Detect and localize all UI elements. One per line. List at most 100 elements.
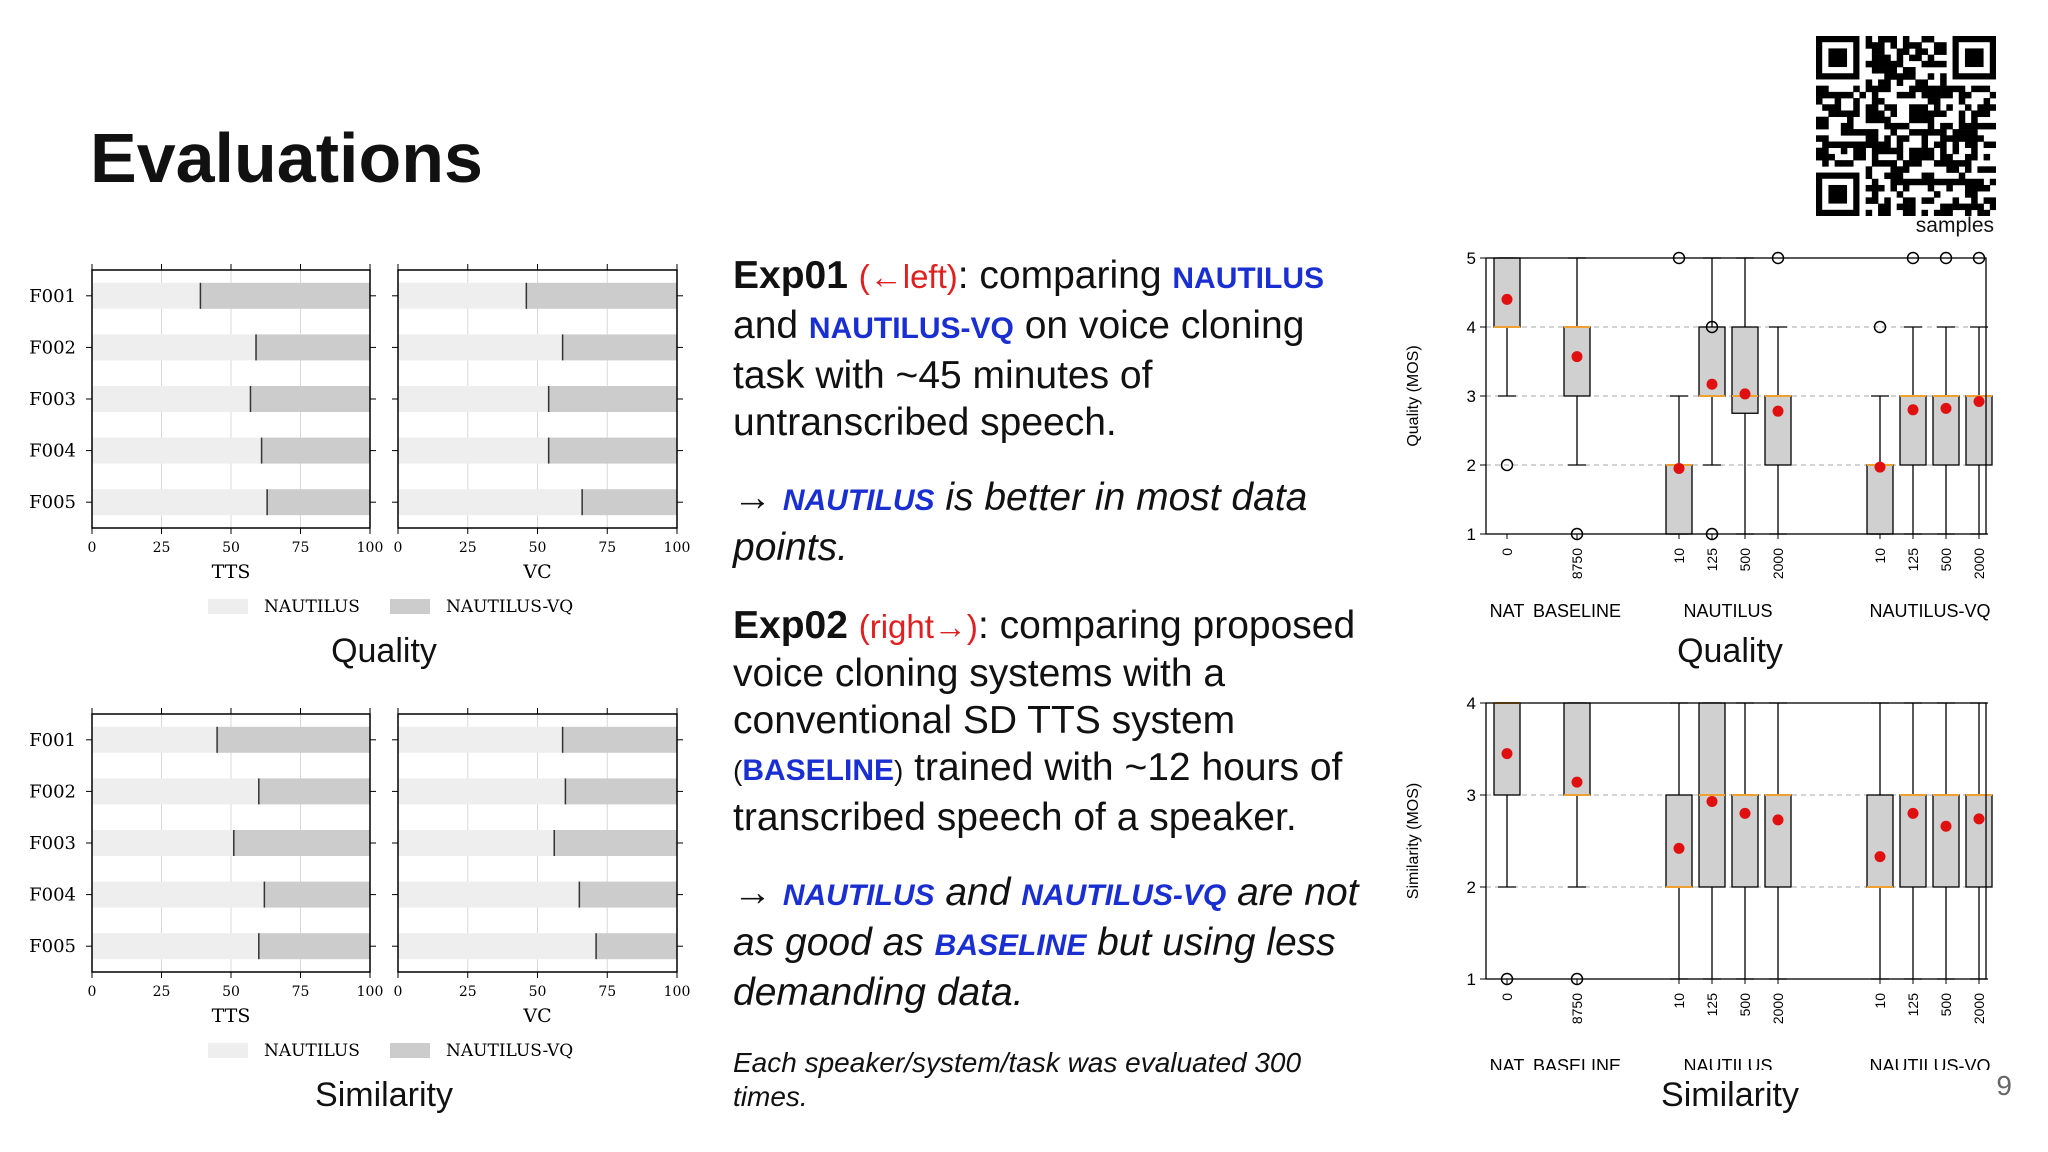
qr-module <box>1896 122 1904 130</box>
box-nautilus-vq-2000 <box>1965 794 1993 888</box>
bar-f001-nautilus-vq <box>217 726 370 753</box>
qr-module <box>1816 85 1823 93</box>
qr-module <box>1884 147 1891 155</box>
qr-module <box>1822 147 1829 155</box>
exp02-keyword-baseline: BASELINE <box>742 754 895 787</box>
mean-point <box>1772 405 1784 417</box>
y-tick-label: 5 <box>1467 249 1476 268</box>
bar-f005-nautilus-vq <box>258 933 370 960</box>
x-tick-label: 500 <box>1938 993 1954 1017</box>
qr-module <box>1921 79 1929 86</box>
qr-module <box>1983 153 1991 161</box>
exp02-heading: Exp02 <box>733 604 848 647</box>
qr-module <box>1865 110 1873 117</box>
qr-module <box>1927 60 1935 68</box>
qr-module <box>1896 54 1904 62</box>
legend-label-nautilus: NAUTILUS <box>264 1041 360 1061</box>
footnote: Each speaker/system/task was evaluated 3… <box>733 1047 1302 1112</box>
bar-f003-nautilus <box>92 830 234 856</box>
bar-f001-nautilus <box>398 282 527 309</box>
legend-swatch-nautilus <box>208 599 248 614</box>
x-tick-label: 500 <box>1938 548 1954 572</box>
bar-f005-nautilus <box>92 933 259 960</box>
exp02-text-5: but using less demanding data. <box>733 921 1336 1014</box>
qr-module <box>1884 36 1891 43</box>
exp02-direction: (right→) <box>858 608 978 645</box>
qr-module <box>1971 122 1978 130</box>
qr-module <box>1896 147 1904 155</box>
qr-module <box>1958 122 1966 130</box>
qr-module <box>1971 135 1978 142</box>
qr-module <box>1878 203 1885 211</box>
qr-module <box>1902 91 1910 99</box>
qr-module <box>1952 135 1960 142</box>
x-tick-label: 0 <box>1499 993 1515 1001</box>
bar-f005-nautilus <box>398 489 583 516</box>
qr-module <box>1946 203 1953 211</box>
qr-module <box>1933 110 1941 117</box>
qr-module <box>1871 110 1879 117</box>
qr-module <box>1958 135 1966 142</box>
mean-point <box>1940 820 1952 832</box>
qr-module <box>1964 191 1972 198</box>
bar-f002-nautilus <box>398 778 566 805</box>
exp01-text-3: on voice cloning task with ~45 minutes o… <box>733 304 1305 444</box>
outlier-point <box>1500 458 1514 472</box>
bar-f004-nautilus-vq <box>579 881 677 908</box>
mean-point <box>1940 402 1952 414</box>
qr-module <box>1828 153 1835 161</box>
qr-module <box>1964 178 1972 186</box>
qr-module <box>1927 91 1935 99</box>
qr-module <box>1971 110 1978 117</box>
qr-module <box>1890 172 1897 180</box>
qr-module <box>1927 172 1935 180</box>
qr-module <box>1884 197 1891 204</box>
qr-module <box>1859 129 1866 136</box>
exp02-text-4: are not as good as <box>733 871 1359 964</box>
outlier-point <box>1873 320 1887 334</box>
qr-module <box>1946 160 1953 167</box>
qr-module <box>1940 209 1947 216</box>
x-tick-label: 75 <box>598 540 616 556</box>
qr-module <box>1834 98 1842 105</box>
qr-module <box>1983 197 1991 204</box>
qr-module <box>1927 36 1935 43</box>
qr-module <box>1890 60 1897 68</box>
x-tick-label: 50 <box>529 540 547 556</box>
qr-module <box>1933 98 1941 105</box>
qr-module <box>1884 79 1891 86</box>
x-tick-label: 0 <box>88 540 97 556</box>
qr-module <box>1822 91 1829 99</box>
qr-module <box>1921 104 1929 111</box>
bar-f003-nautilus-vq <box>233 830 370 856</box>
qr-module <box>1977 104 1984 111</box>
qr-module <box>1878 60 1885 68</box>
qr-module <box>1958 91 1966 99</box>
qr-code[interactable] <box>1816 36 1996 216</box>
bar-f004-nautilus <box>398 881 580 908</box>
quality-mos-boxplot: 1 2 3 4 5 0 8750 10 125 500 2000 10 125 500 2000 Qualit… <box>1405 249 1993 621</box>
qr-module <box>1884 60 1891 68</box>
qr-module <box>1884 160 1891 167</box>
qr-module <box>1822 116 1829 124</box>
qr-module <box>1927 122 1935 130</box>
qr-module <box>1915 153 1922 161</box>
qr-module <box>1847 141 1854 149</box>
plot-frame <box>1485 702 1987 980</box>
bar-f002-nautilus <box>398 334 563 361</box>
qr-module <box>1971 184 1978 192</box>
qr-module <box>1952 178 1960 186</box>
similarity-caption-right: Similarity <box>1661 1076 1799 1114</box>
qr-module <box>1958 160 1966 167</box>
qr-module <box>1952 166 1960 173</box>
qr-module <box>1896 73 1904 80</box>
bar-f002-nautilus <box>92 778 259 805</box>
qr-module <box>1989 122 1996 130</box>
bar-f004-nautilus-vq <box>261 437 370 464</box>
qr-module <box>1909 209 1916 216</box>
qr-module <box>1971 153 1978 161</box>
qr-module <box>1884 104 1891 111</box>
qr-module <box>1909 147 1916 155</box>
qr-module <box>1915 104 1922 111</box>
qr-module <box>1921 135 1929 142</box>
